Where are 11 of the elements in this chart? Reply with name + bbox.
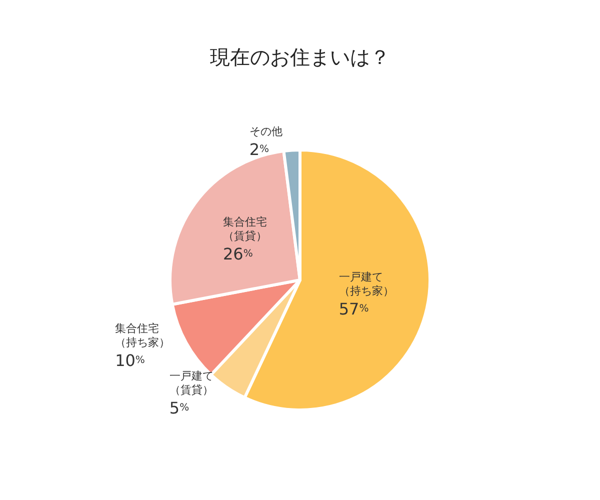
- data-label: 10%: [115, 350, 145, 370]
- slice-label: 集合住宅（賃貸）: [222, 216, 267, 243]
- data-label: 57%: [338, 299, 369, 318]
- slice-label: 一戸建て（持ち家）: [338, 270, 394, 298]
- data-label: 5%: [169, 398, 190, 418]
- data-label: 2%: [249, 140, 270, 159]
- chart-title: 現在のお住まいは？: [210, 45, 390, 69]
- slice-label: 集合住宅（持ち家）: [115, 322, 170, 349]
- slice-label: 一戸建て（賃貸）: [169, 370, 214, 397]
- data-label: 26%: [222, 244, 253, 264]
- slice-label: その他: [249, 124, 282, 138]
